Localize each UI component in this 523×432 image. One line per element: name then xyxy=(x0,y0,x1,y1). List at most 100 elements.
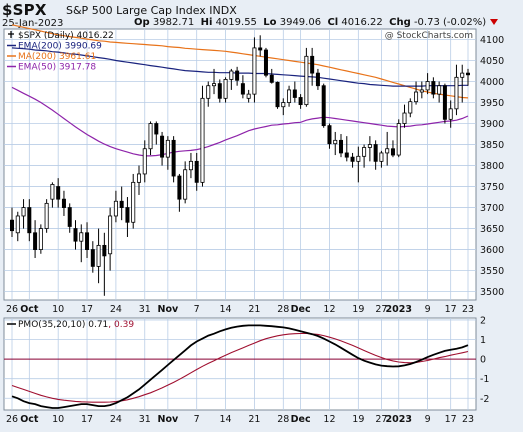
candle-body xyxy=(396,123,401,156)
candle-body xyxy=(27,207,32,234)
pmo-x-tick-label: Nov xyxy=(158,414,179,425)
pmo-x-tick-label: 2023 xyxy=(386,414,412,425)
pmo-y-tick-label: 0 xyxy=(480,355,486,366)
close-value: 4016.22 xyxy=(341,17,383,28)
pmo-x-tick-label: 17 xyxy=(81,414,93,425)
candle-body xyxy=(460,72,465,78)
candle-body xyxy=(367,144,372,148)
pmo-x-tick-label: 26 xyxy=(6,414,18,425)
price-x-tick-label: 7 xyxy=(194,304,200,315)
legend-entry: EMA(50) 3917.78 xyxy=(18,63,96,73)
pmo-x-tick-label: 27 xyxy=(375,414,387,425)
candle-body xyxy=(402,112,407,124)
price-legend-candle-icon xyxy=(8,31,14,38)
candle-body xyxy=(292,89,297,98)
candle-body xyxy=(212,83,217,87)
candle-body xyxy=(408,101,413,114)
candle-body xyxy=(79,232,84,242)
pmo-x-tick-label: 23 xyxy=(462,414,474,425)
candle-body xyxy=(61,198,66,208)
candle-body xyxy=(171,139,176,177)
candle-body xyxy=(252,47,257,95)
open-label: Op xyxy=(134,17,150,28)
candle-body xyxy=(310,55,315,74)
candle-body xyxy=(362,147,367,157)
candle-body xyxy=(142,148,147,175)
price-y-tick-label: 4000 xyxy=(480,77,504,88)
candle-body xyxy=(165,139,170,158)
candle-body xyxy=(85,232,90,250)
pmo-line xyxy=(11,324,469,409)
price-x-tick-label: 27 xyxy=(375,304,387,315)
candle-body xyxy=(148,123,153,150)
price-x-tick-label: 17 xyxy=(81,304,93,315)
candle-body xyxy=(38,228,43,250)
price-y-tick-label: 3500 xyxy=(480,287,504,298)
candle-body xyxy=(108,215,113,255)
candle-body xyxy=(102,244,107,257)
candle-body xyxy=(56,186,61,200)
price-y-tick-label: 3900 xyxy=(480,119,504,130)
candle-body xyxy=(379,152,384,162)
price-x-tick-label: 23 xyxy=(462,304,474,315)
price-panel: 3500 3550 3600 3650 3700 3750 3800 3850 3900 3950… xyxy=(3,24,504,315)
candle-body xyxy=(350,156,355,162)
candle-body xyxy=(344,152,349,158)
price-x-tick-label: 12 xyxy=(323,304,335,315)
price-x-tick-label: 24 xyxy=(110,304,122,315)
price-x-tick-label: 2023 xyxy=(386,304,412,315)
price-x-tick-label: Dec xyxy=(291,304,311,315)
price-y-tick-label: 3600 xyxy=(480,245,504,256)
price-plot-bg xyxy=(3,28,477,301)
candle-body xyxy=(437,85,442,95)
candle-body xyxy=(183,169,188,200)
candle-body xyxy=(281,102,286,108)
pmo-y-tick-label: -1 xyxy=(480,374,489,385)
candle-body xyxy=(200,97,205,183)
candle-body xyxy=(304,55,309,106)
candle-body xyxy=(96,244,101,267)
pmo-x-tick-label: 31 xyxy=(139,414,151,425)
high-label: Hi xyxy=(200,17,213,28)
price-x-tick-label: 28 xyxy=(277,304,289,315)
pmo-y-tick-label: 2 xyxy=(480,315,486,326)
candle-body xyxy=(240,83,245,95)
candle-body xyxy=(113,200,118,217)
price-y-tick-label: 4100 xyxy=(480,35,504,46)
candle-body xyxy=(154,123,159,135)
candle-body xyxy=(287,89,292,103)
price-x-tick-label: 26 xyxy=(6,304,18,315)
pmo-x-tick-label: Oct xyxy=(20,414,39,425)
change-label: Chg xyxy=(389,17,411,28)
candle-body xyxy=(119,200,124,208)
legend-entry: MA(200) 3961.61 xyxy=(18,52,96,62)
candle-body xyxy=(177,175,182,200)
price-x-tick-label: 19 xyxy=(352,304,364,315)
candle-body xyxy=(327,125,332,145)
pmo-x-tick-label: 24 xyxy=(110,414,122,425)
pmo-x-tick-label: 21 xyxy=(248,414,260,425)
candle-body xyxy=(321,85,326,127)
legend-entry: $SPX (Daily) 4016.22 xyxy=(18,31,114,41)
candle-body xyxy=(50,184,55,200)
candle-body xyxy=(419,89,424,93)
open-value: 3982.71 xyxy=(152,17,195,28)
low-label: Lo xyxy=(263,17,277,28)
price-y-tick-label: 3850 xyxy=(480,140,504,151)
candle-body xyxy=(73,228,78,242)
candle-body xyxy=(263,49,268,76)
symbol-title: $SPX xyxy=(2,1,47,19)
change-value: -0.73 (-0.02%) xyxy=(413,17,487,28)
pmo-x-tick-label: 10 xyxy=(52,414,64,425)
candle-body xyxy=(194,160,199,183)
price-x-tick-label: 31 xyxy=(139,304,151,315)
candle-body xyxy=(131,181,136,223)
price-y-tick-label: 4050 xyxy=(480,56,504,67)
price-x-tick-label: 9 xyxy=(425,304,431,315)
candle-body xyxy=(188,160,193,171)
pmo-x-tick-label: 28 xyxy=(277,414,289,425)
candle-body xyxy=(385,148,390,154)
candle-body xyxy=(431,81,436,95)
